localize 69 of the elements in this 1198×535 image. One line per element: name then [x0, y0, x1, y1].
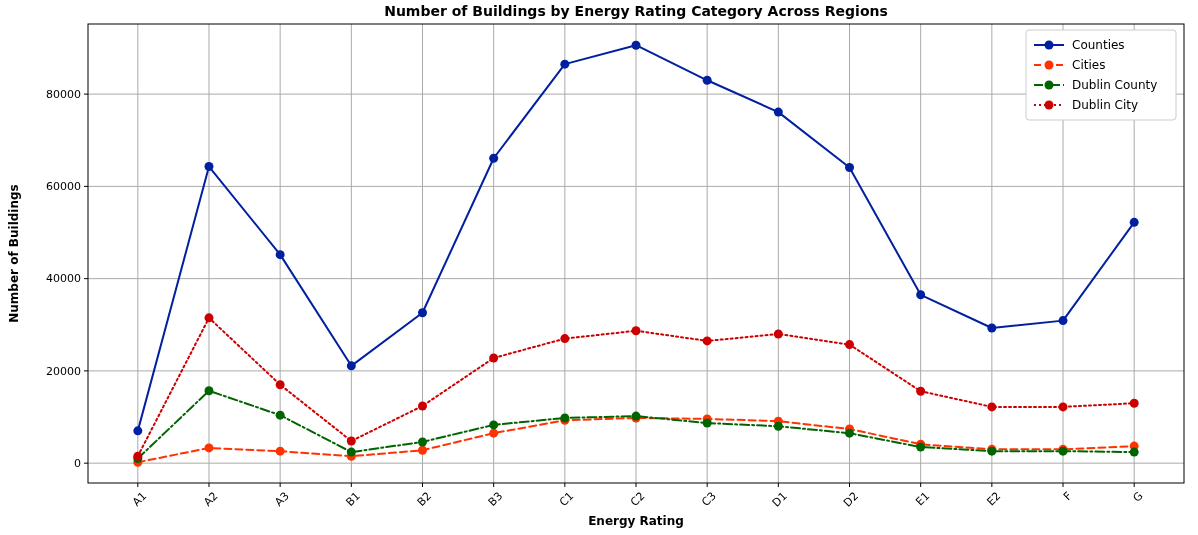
point — [1129, 447, 1139, 457]
point — [417, 401, 427, 411]
point — [275, 446, 285, 456]
point — [489, 153, 499, 163]
point — [702, 336, 712, 346]
point — [1129, 217, 1139, 227]
point — [204, 443, 214, 453]
x-tick-label: C2 — [627, 489, 648, 509]
point — [133, 426, 143, 436]
point — [987, 323, 997, 333]
point — [346, 447, 356, 457]
legend-label: Dublin City — [1072, 98, 1139, 113]
point — [916, 290, 926, 300]
y-tick-label: 20000 — [46, 364, 81, 378]
point — [1058, 316, 1068, 326]
y-tick-label: 0 — [74, 457, 81, 471]
point — [346, 361, 356, 371]
y-tick-label: 60000 — [46, 180, 81, 194]
point — [346, 436, 356, 446]
point — [417, 445, 427, 455]
point — [631, 326, 641, 336]
point — [702, 75, 712, 85]
point — [845, 162, 855, 172]
point — [987, 402, 997, 412]
point — [560, 59, 570, 69]
y-tick-label: 40000 — [46, 272, 81, 286]
x-tick-label: D2 — [840, 489, 862, 510]
point — [204, 313, 214, 323]
x-tick-label: B2 — [414, 489, 435, 509]
x-tick-label: B3 — [485, 489, 506, 509]
x-tick-label: A1 — [129, 489, 150, 509]
point — [489, 428, 499, 438]
x-tick-label: B1 — [343, 489, 363, 509]
point — [417, 437, 427, 447]
x-tick-label: C3 — [699, 489, 719, 509]
x-tick-label: A2 — [201, 489, 221, 509]
point — [916, 386, 926, 396]
point — [845, 340, 855, 350]
point — [489, 353, 499, 363]
x-tick-label: C1 — [556, 489, 577, 509]
point — [773, 329, 783, 339]
point — [417, 308, 427, 318]
point — [845, 428, 855, 438]
x-tick-label: E2 — [984, 489, 1004, 509]
point — [773, 421, 783, 431]
x-tick-label: A3 — [272, 489, 292, 509]
y-axis-title: Number of Buildings — [7, 184, 21, 323]
point — [275, 380, 285, 390]
point — [1129, 398, 1139, 408]
x-tick-label: D1 — [769, 489, 790, 510]
legend-label: Counties — [1072, 38, 1125, 53]
point — [773, 107, 783, 117]
x-tick-label: E1 — [913, 489, 933, 509]
point — [204, 386, 214, 396]
legend-label: Dublin County — [1072, 78, 1158, 93]
x-axis-title: Energy Rating — [588, 514, 684, 528]
point — [275, 250, 285, 260]
point — [489, 420, 499, 430]
point — [631, 40, 641, 50]
point — [204, 162, 214, 172]
point — [1058, 402, 1068, 412]
chart-title: Number of Buildings by Energy Rating Category Across Regions — [384, 3, 888, 19]
point — [702, 418, 712, 428]
y-tick-label: 80000 — [46, 87, 81, 101]
point — [560, 334, 570, 344]
x-tick-label: G — [1130, 489, 1146, 505]
legend-label: Cities — [1072, 58, 1106, 73]
point — [275, 410, 285, 420]
x-tick-label: F — [1060, 489, 1075, 504]
